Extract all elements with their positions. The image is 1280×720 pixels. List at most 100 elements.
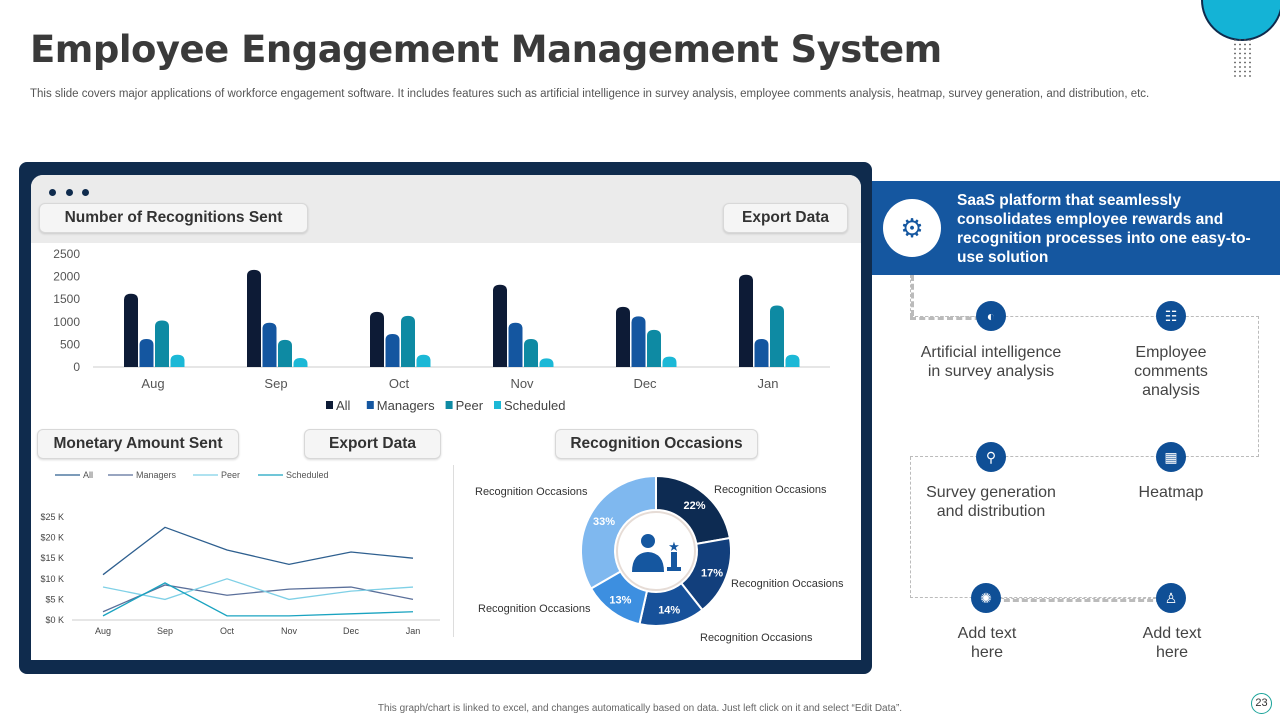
window-dot-icon (66, 189, 73, 196)
x-tick-label: Nov (510, 376, 534, 391)
dot (1249, 61, 1251, 64)
bar-peer (278, 339, 292, 367)
line-chart-title: Monetary Amount Sent (37, 429, 239, 459)
legend-swatch (366, 401, 374, 409)
legend-label: Scheduled (286, 470, 329, 480)
window-dot-icon (82, 189, 89, 196)
x-tick-label: Nov (281, 626, 298, 636)
feature-label: Artificial intelligence in survey analys… (920, 344, 1062, 380)
x-tick-label: Dec (633, 376, 657, 391)
y-tick-label: $15 K (40, 553, 64, 563)
x-tick-label: Jan (758, 376, 779, 391)
headline-text: SaaS platform that seamlessly consolidat… (957, 192, 1251, 266)
pie-value-label: 13% (609, 594, 631, 606)
dot (1249, 43, 1251, 46)
pie-slice (580, 474, 657, 590)
dot (1239, 66, 1241, 68)
legend-label: All (336, 398, 351, 413)
network-icon: ⚲ (976, 442, 1006, 472)
legend-label: Scheduled (504, 398, 565, 413)
bar-scheduled (416, 354, 431, 367)
x-tick-label: Oct (220, 626, 235, 636)
dot (1244, 43, 1246, 46)
pie-value-label: 14% (658, 605, 680, 617)
bar-managers (631, 316, 646, 367)
connector (910, 316, 1259, 457)
bar-peer (401, 315, 415, 367)
y-tick-label: 1500 (53, 292, 80, 306)
bar-peer (155, 320, 169, 367)
line-managers (102, 584, 414, 613)
dot (1239, 57, 1241, 59)
x-tick-label: Sep (157, 626, 173, 636)
dot (1234, 48, 1236, 50)
legend-swatch (326, 401, 333, 409)
dot (1234, 57, 1236, 59)
dot (1234, 61, 1236, 64)
x-tick-label: Dec (343, 626, 360, 636)
pie-value-label: 17% (701, 567, 723, 579)
dot (1239, 43, 1241, 46)
dot (1239, 70, 1241, 73)
line-export-data-button[interactable]: Export Data (304, 429, 441, 459)
page-title: Employee Engagement Management System (30, 28, 942, 71)
dot (1244, 52, 1246, 55)
dot (1244, 57, 1246, 59)
bar-managers (139, 338, 154, 367)
export-data-button[interactable]: Export Data (723, 203, 848, 233)
team-icon: ☷ (1156, 301, 1186, 331)
dot (1244, 48, 1246, 50)
y-tick-label: $0 K (45, 615, 64, 625)
x-tick-label: Aug (141, 376, 164, 391)
bar-scheduled (539, 358, 554, 367)
charts-layer: 0 500 1000 1500 2000 2500 Aug Sep Oct Nov Dec Jan Al… (40, 247, 844, 644)
bar-chart-title: Number of Recognitions Sent (39, 203, 308, 233)
star: ★ (668, 539, 680, 554)
bar-all (493, 284, 507, 367)
divider (453, 465, 454, 637)
bar-all (370, 311, 384, 367)
pie-category-label: Recognition Occasions (475, 486, 588, 498)
page-subtitle: This slide covers major applications of … (30, 88, 1150, 100)
y-tick-label: $20 K (40, 533, 64, 543)
connector (986, 598, 1171, 602)
dashboard-panel: Number of Recognitions Sent Export Data … (31, 175, 861, 660)
dot (1234, 43, 1236, 46)
legend-swatch (445, 401, 453, 409)
pie-chart-title: Recognition Occasions (555, 429, 758, 459)
legend-label: Managers (136, 470, 177, 480)
pie-value-label: 33% (593, 516, 615, 528)
dot (1249, 66, 1251, 68)
legend-label: Peer (456, 398, 484, 413)
body (632, 552, 664, 572)
idea-team-icon: ✺ (971, 583, 1001, 613)
pie-center (616, 511, 696, 591)
x-tick-label: Sep (264, 376, 287, 391)
pie-category-label: Recognition Occasions (731, 578, 844, 590)
bar-managers (508, 322, 523, 367)
page-number: 23 (1251, 693, 1272, 714)
feature-label: Add text here (1142, 625, 1202, 661)
dot (1244, 70, 1246, 73)
y-tick-label: 500 (60, 337, 80, 351)
bar-peer (770, 305, 784, 367)
dot (1234, 66, 1236, 68)
dot (1239, 39, 1241, 41)
bar-all (616, 306, 630, 367)
dot (1244, 66, 1246, 68)
dot (1239, 75, 1241, 77)
legend-label: Peer (221, 470, 240, 480)
heatmap-icon: ▦ (1156, 442, 1186, 472)
bar-peer (524, 338, 538, 367)
dot (1239, 48, 1241, 50)
ai-brain-icon: ◐ (976, 301, 1006, 331)
y-tick-label: 1000 (53, 315, 80, 329)
pie-value-label: 22% (684, 500, 706, 512)
line-scheduled (102, 582, 414, 617)
feature-label: Employee comments analysis (1134, 344, 1208, 399)
feature-label: Survey generation and distribution (926, 484, 1056, 520)
dot (1249, 57, 1251, 59)
dot (1244, 61, 1246, 64)
dot (1239, 61, 1241, 64)
dot (1234, 70, 1236, 73)
